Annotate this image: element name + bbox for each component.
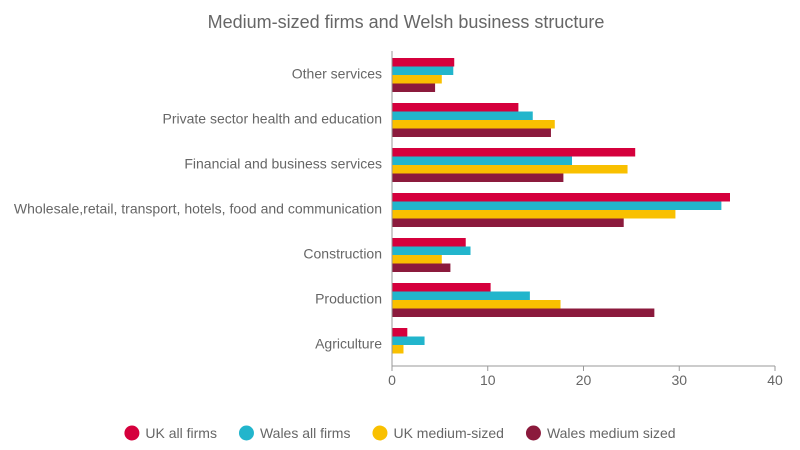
bar-uk-all-firms-0: [392, 58, 455, 67]
bar-wales-all-firms-1: [392, 111, 533, 120]
category-label: Agriculture: [315, 336, 382, 352]
bar-wales-medium-sized-3: [392, 218, 624, 227]
x-axis-ticks: 0 10 20 30 40: [388, 366, 783, 388]
legend: UK all firms Wales all firms UK medium-siz…: [124, 425, 676, 441]
bar-uk-all-firms-5: [392, 283, 491, 292]
category-label: Wholesale,retail, transport, hotels, foo…: [14, 201, 382, 217]
legend-swatch: [525, 425, 541, 441]
bar-wales-medium-sized-4: [392, 263, 451, 272]
category-label: Construction: [303, 246, 382, 262]
bar-uk-all-firms-3: [392, 193, 730, 202]
legend-swatch: [238, 425, 254, 441]
chart-title: Medium-sized firms and Welsh business st…: [208, 12, 605, 32]
legend-item: Wales all firms: [238, 425, 351, 441]
category-label: Financial and business services: [184, 156, 382, 172]
bar-wales-all-firms-0: [392, 66, 454, 75]
bar-wales-medium-sized-2: [392, 173, 564, 182]
legend-item: Wales medium sized: [525, 425, 676, 441]
bar-wales-all-firms-2: [392, 156, 573, 165]
legend-swatch: [372, 425, 388, 441]
bar-uk-all-firms-1: [392, 103, 519, 112]
legend-label: Wales medium sized: [547, 425, 676, 441]
bar-uk-medium-sized-1: [392, 120, 555, 129]
bar-uk-medium-sized-4: [392, 255, 442, 264]
x-tick-label: 10: [480, 372, 496, 388]
legend-label: UK all firms: [145, 425, 217, 441]
x-tick-label: 20: [576, 372, 592, 388]
legend-item: UK all firms: [124, 425, 217, 441]
bar-uk-medium-sized-2: [392, 165, 628, 174]
bar-wales-all-firms-5: [392, 291, 530, 300]
x-tick-label: 0: [388, 372, 396, 388]
legend-label: Wales all firms: [260, 425, 351, 441]
category-label: Private sector health and education: [163, 111, 382, 127]
legend-label: UK medium-sized: [393, 425, 503, 441]
bar-wales-all-firms-4: [392, 246, 471, 255]
bar-wales-medium-sized-5: [392, 308, 655, 317]
bar-uk-all-firms-4: [392, 238, 466, 247]
category-label: Other services: [292, 66, 382, 82]
bar-uk-medium-sized-0: [392, 75, 442, 84]
x-tick-label: 30: [671, 372, 687, 388]
bar-uk-medium-sized-6: [392, 345, 404, 354]
bar-uk-medium-sized-3: [392, 210, 676, 219]
bar-wales-all-firms-3: [392, 201, 722, 210]
bar-uk-medium-sized-5: [392, 300, 561, 309]
category-label: Production: [315, 291, 382, 307]
x-tick-label: 40: [767, 372, 783, 388]
bar-uk-all-firms-2: [392, 148, 636, 157]
bar-wales-all-firms-6: [392, 336, 425, 345]
bar-wales-medium-sized-0: [392, 83, 436, 92]
bars-group: [392, 58, 730, 354]
bar-wales-medium-sized-1: [392, 128, 551, 137]
bar-uk-all-firms-6: [392, 328, 408, 337]
legend-item: UK medium-sized: [372, 425, 504, 441]
category-labels: Other services Private sector health and …: [14, 66, 382, 352]
legend-swatch: [124, 425, 140, 441]
